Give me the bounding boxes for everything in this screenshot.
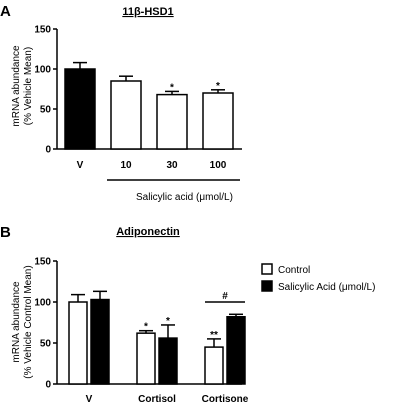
panel-a-ytick-label: 150 — [34, 25, 51, 36]
panel-a-plot: 0 50 100 150 V 10 30 * 100 * — [34, 25, 242, 181]
panel-a-letter: A — [0, 3, 11, 20]
panel-a-bar — [156, 93, 188, 150]
panel-b-significance: * — [144, 322, 148, 333]
panel-a-significance: * — [216, 81, 220, 92]
panel-a-ylabel: mRNA abundance (% Vehicle Mean) — [11, 45, 34, 127]
panel-b-bar — [68, 301, 88, 385]
panel-b-comparison-label: # — [222, 291, 228, 302]
panel-a-xtick-label: 100 — [210, 160, 227, 171]
panel-a-bar — [202, 92, 234, 150]
panel-a-xlabel: Salicylic acid (μmol/L) — [136, 192, 233, 203]
legend-label-control: Control — [278, 265, 310, 276]
panel-b-xtick-label: V — [86, 394, 93, 404]
panel-b-ytick-label: 150 — [34, 257, 51, 268]
panel-b-ytick-label: 0 — [45, 380, 51, 391]
panel-b-xtick-label: Cortisol — [138, 394, 176, 404]
panel-a-xtick-label: 30 — [166, 160, 178, 171]
panel-a-ylabel-line1: mRNA abundance — [11, 45, 22, 127]
panel-b-bar — [136, 332, 156, 385]
panel-b-significance: ** — [210, 330, 218, 341]
panel-a-bar — [110, 80, 142, 150]
panel-b-ytick-label: 50 — [40, 339, 52, 350]
panel-b-significance: * — [166, 316, 170, 327]
panel-b-letter: B — [0, 224, 11, 241]
legend: Control Salicylic Acid (μmol/L) — [261, 263, 375, 293]
panel-b-ylabel: mRNA abundance (% Vehicle Control Mean) — [11, 265, 34, 378]
legend-label-salicylic: Salicylic Acid (μmol/L) — [278, 282, 375, 293]
panel-a-significance: * — [170, 82, 174, 93]
panel-a-ytick-label: 100 — [34, 65, 51, 76]
panel-a-bar — [64, 68, 96, 150]
panel-a-xtick-label: V — [77, 160, 84, 171]
panel-b-bar — [158, 337, 178, 385]
panel-b-ylabel-line1: mRNA abundance — [11, 281, 22, 363]
panel-b-ylabel-line2: (% Vehicle Control Mean) — [23, 265, 34, 378]
panel-a-ylabel-line2: (% Vehicle Mean) — [23, 47, 34, 125]
panel-a-ytick-label: 0 — [45, 145, 51, 156]
panel-a-title: 11β-HSD1 — [122, 6, 173, 18]
panel-a-ytick-label: 50 — [40, 105, 52, 116]
panel-a-xtick-label: 10 — [120, 160, 132, 171]
legend-swatch-control — [261, 263, 273, 275]
panel-b-xtick-label: Cortisone — [202, 394, 249, 404]
panel-b-bar — [90, 298, 110, 385]
panel-b-title: Adiponectin — [116, 226, 180, 238]
panel-b-ytick-label: 100 — [34, 298, 51, 309]
legend-swatch-salicylic — [261, 280, 273, 292]
panel-b-bar — [204, 346, 224, 385]
panel-b-bar — [226, 316, 246, 385]
